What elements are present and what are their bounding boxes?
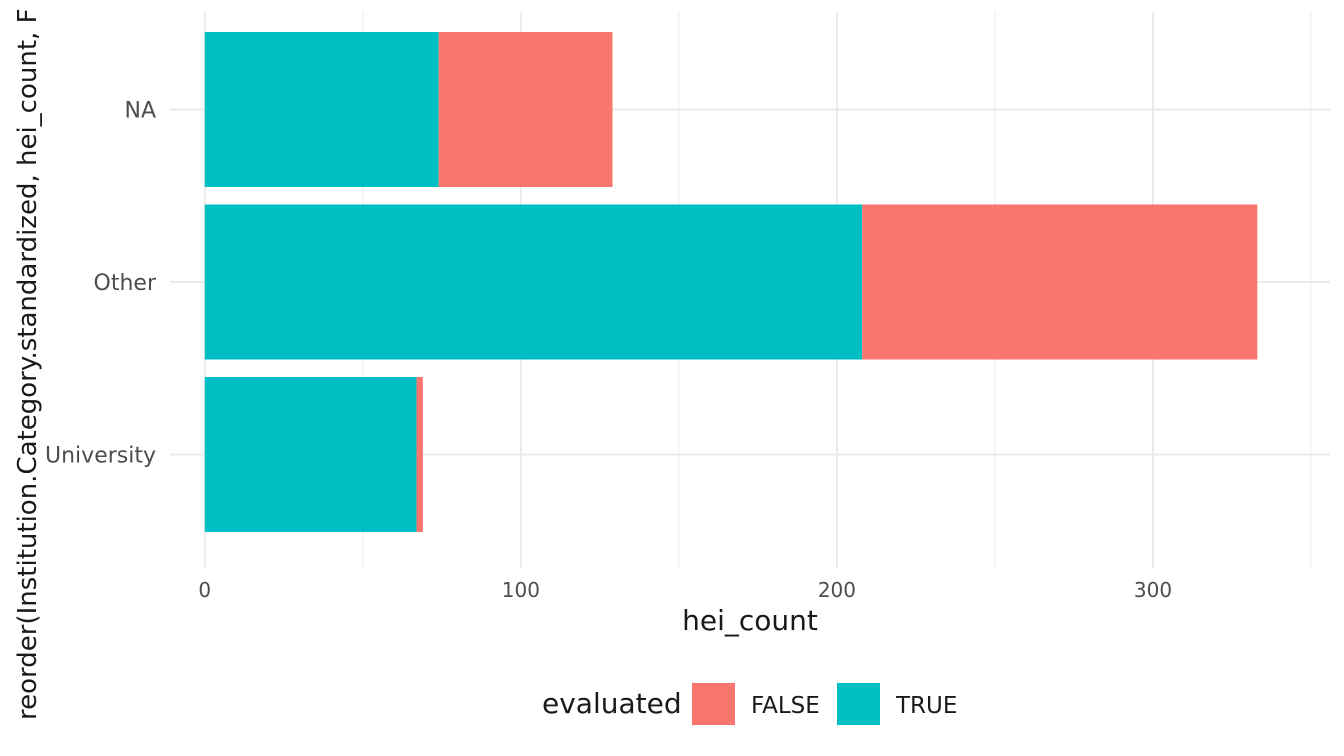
legend-label-false: FALSE: [751, 693, 820, 719]
bar-university-false: [416, 377, 423, 532]
x-axis-title: hei_count: [682, 604, 818, 637]
bar-other-false: [862, 204, 1258, 360]
x-tick-label: 200: [818, 578, 856, 602]
y-tick-label: NA: [124, 99, 156, 124]
bar-na-false: [438, 32, 613, 187]
legend: evaluated FALSE TRUE: [542, 683, 957, 725]
y-tick-label: Other: [94, 271, 157, 296]
x-tick-label: 100: [502, 578, 540, 602]
bars: [204, 32, 1258, 532]
bar-other-true: [204, 204, 863, 360]
legend-key-true: [837, 683, 880, 725]
tick-labels: University Other NA 0 100 200 300: [45, 99, 1172, 603]
legend-label-true: TRUE: [895, 693, 957, 719]
x-tick-label: 0: [198, 578, 211, 602]
bar-na-true: [204, 32, 439, 187]
y-tick-label: University: [45, 444, 156, 469]
legend-key-false: [692, 683, 735, 725]
x-tick-label: 300: [1134, 578, 1172, 602]
bar-university-true: [204, 377, 417, 532]
y-axis-title: reorder(Institution.Category.standardize…: [13, 8, 43, 720]
legend-title: evaluated: [542, 687, 682, 720]
